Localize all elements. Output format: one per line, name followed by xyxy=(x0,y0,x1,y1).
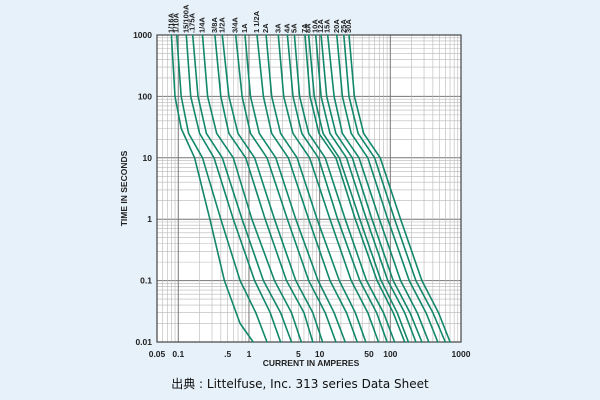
x-axis-label: CURRENT IN AMPERES xyxy=(263,358,360,368)
series-label: 10A xyxy=(311,19,320,33)
series-line xyxy=(343,34,447,343)
series-line xyxy=(201,34,303,343)
series-line xyxy=(293,34,396,343)
series-label: 4A xyxy=(282,23,291,33)
y-tick-label: 0.01 xyxy=(135,337,152,347)
series-label: 1/16A xyxy=(166,12,175,33)
series-label: 2A xyxy=(261,23,270,33)
series-line xyxy=(221,34,324,343)
x-tick-label: 10 xyxy=(315,349,325,359)
y-tick-label: 100 xyxy=(138,91,152,101)
x-tick-label: 5 xyxy=(296,349,301,359)
series-line xyxy=(286,34,388,343)
series-label: 1A xyxy=(240,23,249,33)
series-line xyxy=(170,34,254,343)
series-label: 20A xyxy=(332,19,341,33)
y-tick-label: 1000 xyxy=(133,30,152,40)
series-label: 8A xyxy=(304,23,313,33)
series-label: 1/10A xyxy=(172,12,181,33)
y-tick-label: 1 xyxy=(147,214,152,224)
series-label: 15/100A xyxy=(181,4,190,33)
series-line xyxy=(244,34,346,343)
series-line xyxy=(304,34,406,343)
y-axis-label: TIME IN SECONDS xyxy=(119,150,129,226)
series-line xyxy=(191,34,293,343)
x-tick-label: 0.05 xyxy=(149,349,166,359)
series-label: 12A xyxy=(316,19,325,33)
series-label: 7A xyxy=(300,23,309,33)
series-label: 30A xyxy=(344,19,353,33)
series-line xyxy=(336,34,439,343)
series-line xyxy=(185,34,282,343)
series-label: 3/4A xyxy=(231,17,240,33)
series-line xyxy=(320,34,423,343)
source-caption: 出典 : Littelfuse, Inc. 313 series Data Sh… xyxy=(171,377,429,391)
series-label: 1 1/2A xyxy=(252,10,261,33)
series-line xyxy=(265,34,367,343)
series-line xyxy=(314,34,417,343)
x-tick-label: 0.1 xyxy=(172,349,184,359)
y-tick-label: 0.1 xyxy=(140,276,152,286)
series-line xyxy=(326,34,430,343)
series-line xyxy=(307,34,410,343)
curves xyxy=(170,34,451,343)
series-line xyxy=(234,34,337,343)
series-line xyxy=(175,34,268,343)
series-line xyxy=(256,34,358,343)
series-line xyxy=(277,34,380,343)
series-label: 5A xyxy=(289,23,298,33)
series-label: 15A xyxy=(323,19,332,33)
series-label: 1/2A xyxy=(217,17,226,33)
series-label: 1/4A xyxy=(198,17,207,33)
y-tick-label: 10 xyxy=(143,153,153,163)
series-label: .175A xyxy=(188,12,197,33)
x-tick-label: 100 xyxy=(383,349,397,359)
series-label: 25A xyxy=(339,19,348,33)
x-tick-label: 1000 xyxy=(452,349,471,359)
x-tick-label: 1 xyxy=(247,349,252,359)
x-tick-label: 50 xyxy=(364,349,374,359)
series-line xyxy=(348,34,451,343)
series-line xyxy=(214,34,314,343)
series-label: 3/8A xyxy=(210,17,219,33)
series-label: 3A xyxy=(273,23,282,33)
x-tick-label: .5 xyxy=(224,349,231,359)
